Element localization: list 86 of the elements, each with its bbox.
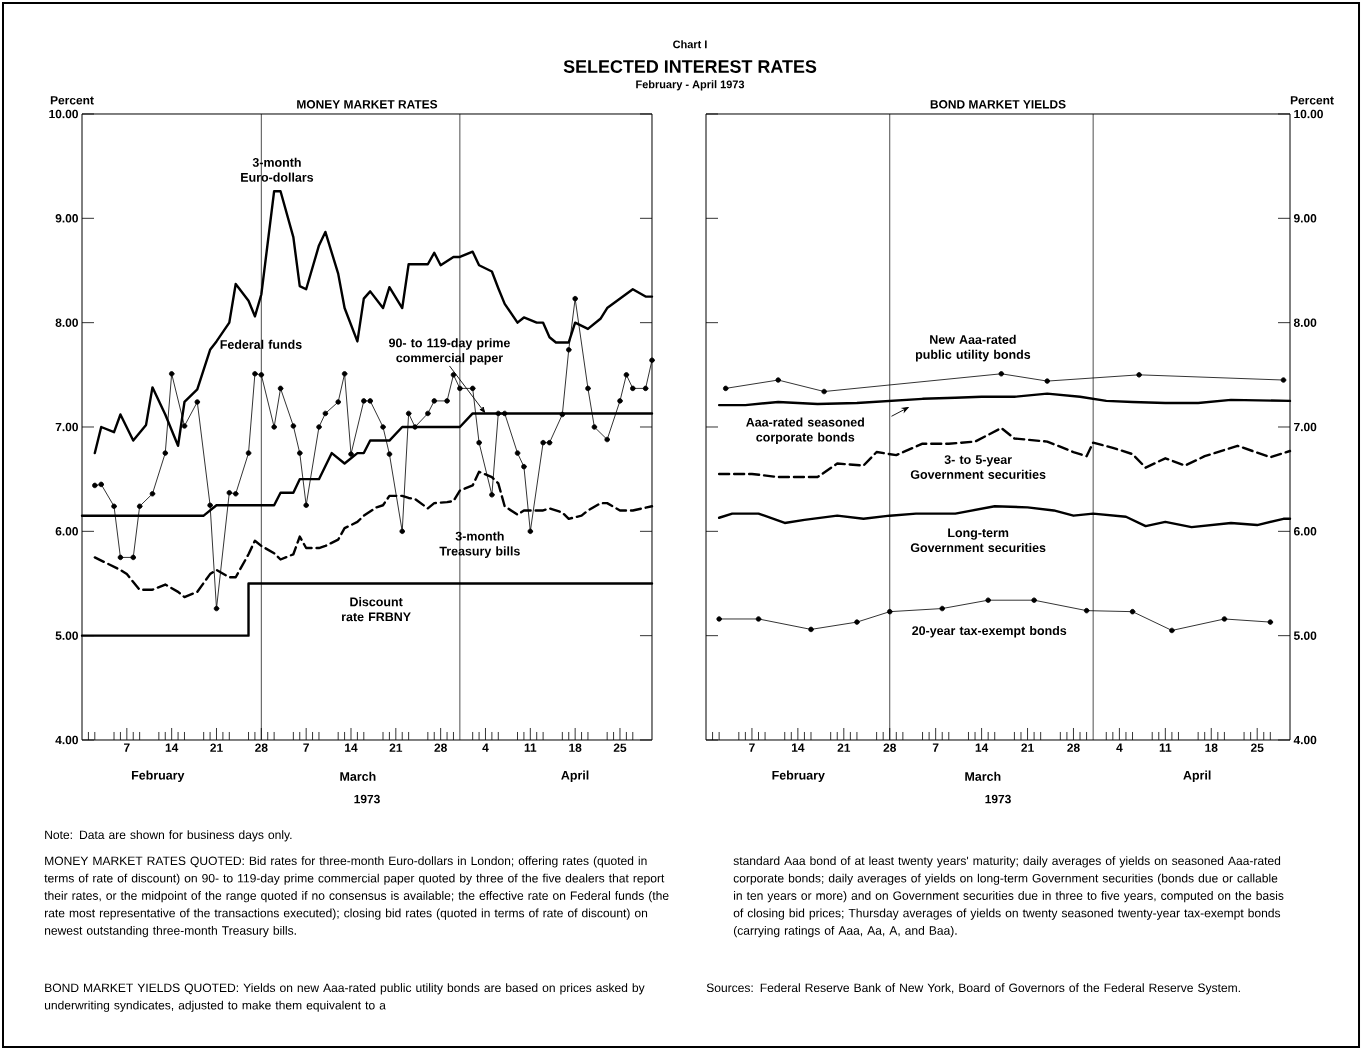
point <box>1031 597 1037 603</box>
point <box>808 626 814 633</box>
point <box>1169 627 1175 634</box>
annotation: 20-year tax-exempt bonds <box>912 625 1067 638</box>
y-tick-label: 10.00 <box>49 109 78 119</box>
x-tick-label: 28 <box>255 743 268 752</box>
x-tick-label: 25 <box>1250 743 1264 752</box>
point <box>722 385 729 392</box>
text: standard Aaa bond of at least twenty years' maturity; daily averages of yields on seasoned Aaa-rated corporate bonds; daily averages of yields on long-term Government securities (bonds due or callable in ten years or more) and on Government securities due in three to five years, computed on the basis of closing bid prices; Thursday averages of yields on twenty seasoned twenty-year tax-exempt bonds (carrying ratings of Aaa, Aa, A, and Baa). <box>733 856 1284 938</box>
text: MONEY MARKET RATES QUOTED: Bid rates for three-month Euro-dollars in London; offering rates (quoted in terms of rate of discount) on 90- to 119-day prime commercial paper quoted by three of the five dealers that report their rates, or the midpoint of the range quoted if no consensus is available; the effective rate on Federal funds (the rate most representative of the transactions executed); closing bid rates (quoted in terms of rate of discount) on newest outstanding three-month Treasury bills. <box>44 856 669 938</box>
y-tick-label: 8.00 <box>55 318 78 327</box>
point <box>1044 378 1050 384</box>
y-tick-label: 9.00 <box>1293 214 1317 223</box>
x-tick-label: 28 <box>883 743 897 752</box>
point <box>939 605 945 612</box>
y-tick-label: 9.00 <box>55 214 78 223</box>
x-tick-label: 7 <box>749 743 755 752</box>
text: BOND MARKET YIELDS QUOTED: Yields on new Aaa-rated public utility bonds are based on prices asked by underwriting syndicates, adjusted to make them equivalent to a <box>44 983 645 1012</box>
text: April <box>1183 770 1211 783</box>
text: SELECTED INTEREST RATES <box>563 60 817 73</box>
x-axis-title: 1973 <box>985 794 1011 804</box>
y-tick-label: 7.00 <box>55 422 78 432</box>
point <box>985 597 991 603</box>
y-tick-label: 5.00 <box>55 631 78 640</box>
annotation: Discount rate FRBNY <box>342 597 411 622</box>
x-tick-label: 21 <box>210 743 223 752</box>
point <box>1129 608 1136 615</box>
x-tick-label: 7 <box>124 743 130 752</box>
point <box>854 619 860 625</box>
annotation: 3- to 5-year Government securities <box>910 455 1046 479</box>
source-note: Sources: Federal Reserve Bank of New York, Board of Governors of the Federal Reserve System. <box>706 983 1240 995</box>
point <box>775 377 781 383</box>
point <box>998 371 1004 377</box>
y-axis-title: Percent <box>1290 96 1334 105</box>
x-tick-label: 14 <box>345 743 358 752</box>
annotation: 90- to 119-day prime commercial paper <box>389 338 510 365</box>
y-tick-label: 5.00 <box>1293 631 1317 640</box>
point <box>1136 372 1142 378</box>
point <box>1280 377 1287 383</box>
x-tick-label: 18 <box>569 743 582 752</box>
x-tick-label: 21 <box>389 743 403 752</box>
chart-title: MONEY MARKET RATES <box>297 100 438 109</box>
text: Note: Data are shown for business days only. <box>45 830 292 842</box>
y-tick-label: 4.00 <box>1293 735 1317 745</box>
x-tick-label: 14 <box>791 743 805 752</box>
annotation: Aaa-rated seasoned corporate bonds <box>746 417 864 445</box>
x-tick-label: 11 <box>1159 743 1172 752</box>
text: Chart I <box>673 40 707 49</box>
y-tick-label: 7.00 <box>1294 422 1317 432</box>
point <box>1221 616 1228 622</box>
x-tick-label: 14 <box>975 743 989 752</box>
x-tick-label: 21 <box>1021 743 1034 752</box>
annotation: New Aaa-rated public utility bonds <box>915 334 1031 362</box>
x-tick-label: 28 <box>1067 743 1080 752</box>
x-tick-label: 25 <box>613 743 627 752</box>
x-tick-label: 21 <box>837 743 851 752</box>
point <box>1267 619 1274 625</box>
y-tick-label: 6.00 <box>55 527 78 536</box>
text: February - April 1973 <box>636 80 745 91</box>
x-tick-label: 11 <box>524 743 537 752</box>
y-tick-label: 6.00 <box>1293 527 1317 536</box>
y-tick-label: 10.00 <box>1294 109 1323 119</box>
annotation: 3-month Treasury bills <box>439 531 520 558</box>
text: March <box>340 771 376 781</box>
x-tick-label: 14 <box>165 743 179 752</box>
point <box>887 608 893 615</box>
y-tick-label: 8.00 <box>1293 318 1317 327</box>
x-tick-label: 7 <box>303 743 309 752</box>
x-tick-label: 4 <box>1116 743 1123 752</box>
y-tick-label: 4.00 <box>55 735 78 745</box>
x-tick-label: 4 <box>482 743 489 752</box>
point <box>1083 607 1090 614</box>
text: February <box>131 770 185 783</box>
x-axis-title: 1973 <box>354 794 380 804</box>
x-tick-label: 18 <box>1205 743 1218 752</box>
x-tick-label: 7 <box>932 743 939 752</box>
y-axis-title: Percent <box>50 96 94 105</box>
point <box>821 388 827 395</box>
text: March <box>965 771 1001 781</box>
chart-title: BOND MARKET YIELDS <box>930 100 1066 109</box>
point <box>755 616 762 622</box>
annotation: Long-term Government securities <box>910 528 1046 553</box>
text: April <box>561 770 589 783</box>
point <box>716 616 722 622</box>
text: February <box>772 770 825 783</box>
x-tick-label: 28 <box>434 743 447 752</box>
